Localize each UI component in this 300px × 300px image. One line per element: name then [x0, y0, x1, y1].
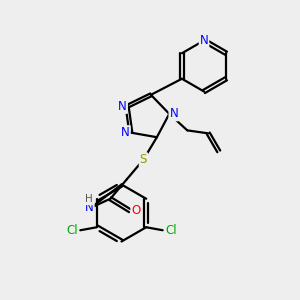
- Text: Cl: Cl: [66, 224, 78, 237]
- Text: N: N: [121, 126, 130, 139]
- Text: N: N: [200, 34, 208, 47]
- Text: N: N: [85, 201, 94, 214]
- Text: N: N: [118, 100, 127, 113]
- Text: Cl: Cl: [165, 224, 177, 237]
- Text: O: O: [131, 204, 140, 217]
- Text: H: H: [85, 194, 93, 204]
- Text: N: N: [169, 107, 178, 120]
- Text: S: S: [140, 153, 147, 166]
